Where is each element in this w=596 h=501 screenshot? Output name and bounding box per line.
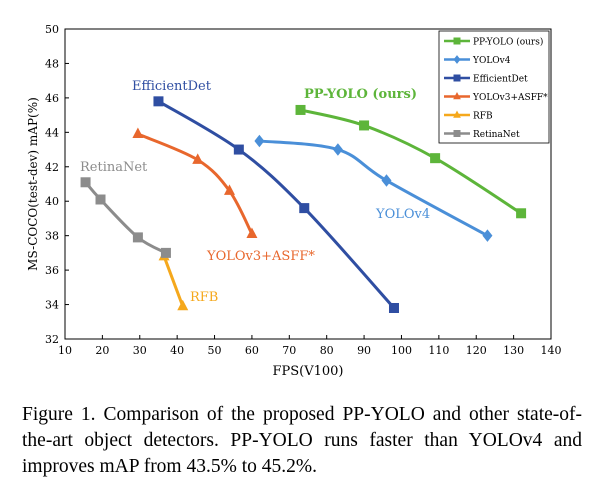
point-yolov4 [254,134,265,148]
y-axis-title: MS-COCO(test-dev) mAP(%) [26,97,40,271]
point-pp-yolo-ours [295,104,306,115]
y-tick-label: 34 [45,299,59,312]
legend-label-rfb: RFB [473,112,493,122]
x-tick-label: 70 [282,344,296,357]
y-axis: 32 34 36 38 40 42 44 46 48 50 [45,23,69,346]
x-tick-label: 110 [428,344,449,357]
series-label-yolov4: YOLOv4 [375,207,430,222]
point-efficientdet [299,203,310,214]
series-label-yolov3-asff: YOLOv3+ASFF* [206,249,315,264]
point-yolov3-asff [192,153,204,164]
series-label-rfb: RFB [190,290,218,305]
x-tick-label: 50 [208,344,222,357]
series-label-efficientdet: EfficientDet [132,79,212,94]
legend-box [438,30,550,144]
point-pp-yolo-ours [430,153,441,164]
legend-label-yolov4: YOLOv4 [472,56,511,66]
x-tick-label: 80 [320,344,334,357]
x-tick-label: 30 [133,344,147,357]
x-tick-label: 90 [357,344,371,357]
x-axis-title: FPS(V100) [272,364,343,379]
legend-label-retinanet: RetinaNet [473,130,520,140]
series-label-retinanet: RetinaNet [80,160,148,175]
marker-layer [80,96,527,313]
y-tick-label: 42 [45,161,59,174]
legend-marker-yolov3-asff [453,91,461,100]
legend-marker-efficientdet [453,74,461,82]
x-axis: 10 20 30 40 50 60 70 80 90 100 110 120 130 140 [58,335,562,357]
legend-label-pp-yolo-ours: PP-YOLO (ours) [473,37,543,48]
point-yolov3-asff [246,227,258,238]
point-yolov3-asff [132,127,144,139]
point-yolov4 [381,174,392,187]
legend-label-efficientdet: EfficientDet [473,75,528,85]
y-tick-label: 48 [45,57,59,70]
series-labels: PP-YOLO (ours) YOLOv4 EfficientDet YOLOv3+A… [80,79,430,305]
x-tick-label: 140 [541,344,562,357]
point-retinanet [80,177,91,188]
point-efficientdet [153,96,164,107]
x-tick-label: 20 [95,344,109,357]
y-tick-label: 44 [45,126,59,139]
x-tick-label: 60 [245,344,259,357]
figure-caption: Figure 1. Comparison of the proposed PP-… [22,404,582,477]
point-yolov4 [332,143,343,156]
point-efficientdet [388,303,399,313]
x-tick-label: 10 [58,344,72,357]
x-tick-label: 130 [503,344,524,357]
y-tick-label: 32 [45,333,59,346]
y-tick-label: 40 [45,195,59,208]
series-line-efficientdet [156,99,396,310]
x-tick-label: 40 [170,344,184,357]
point-retinanet [95,194,106,205]
y-tick-label: 50 [45,23,59,36]
point-retinanet [132,232,143,243]
legend: PP-YOLO (ours) YOLOv4 EfficientDet YOLOv3+A… [438,30,550,144]
series-line-yolov3-asff [136,132,254,236]
y-tick-label: 36 [45,264,59,277]
legend-marker-yolov4 [453,55,461,64]
point-efficientdet [233,144,244,155]
series-line-yolov4 [257,139,489,238]
legend-marker-retinanet [453,130,461,137]
series-line-pp-yolo-ours [299,108,523,215]
y-tick-label: 38 [45,230,59,243]
x-tick-label: 100 [391,344,412,357]
series-label-pp-yolo-ours: PP-YOLO (ours) [304,87,417,102]
x-tick-label: 120 [466,344,487,357]
point-rfb [177,299,189,311]
point-yolov4 [482,229,493,242]
point-retinanet [160,247,171,258]
legend-label-yolov3-asff: YOLOv3+ASFF* [472,93,548,103]
series-line-retinanet [84,180,168,255]
legend-marker-rfb [453,110,461,118]
point-pp-yolo-ours [359,120,370,131]
point-pp-yolo-ours [516,208,527,219]
y-tick-label: 46 [45,92,59,105]
legend-marker-pp-yolo-ours [453,37,461,45]
point-yolov3-asff [223,184,235,195]
